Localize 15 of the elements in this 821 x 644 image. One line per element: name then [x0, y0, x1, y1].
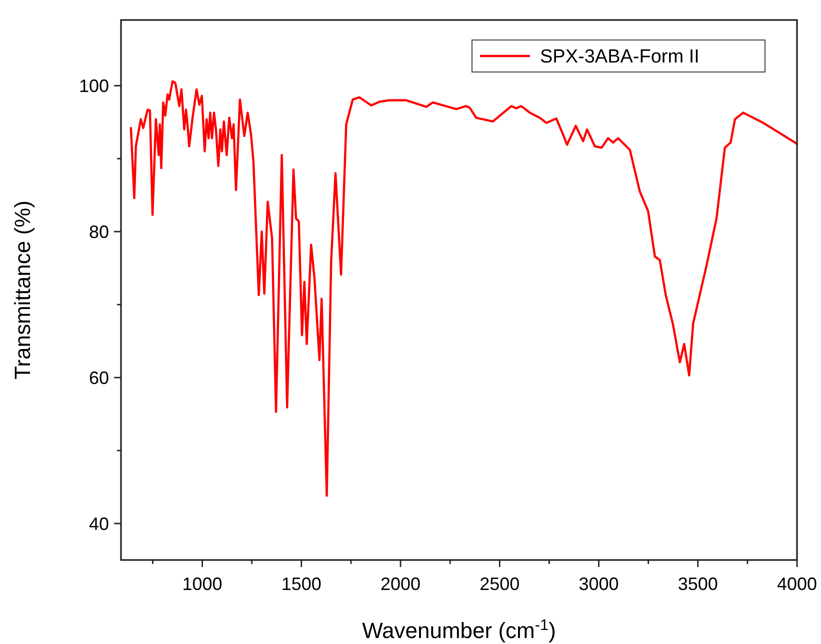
line-series: [130, 80, 798, 497]
x-tick-label: 3000: [578, 574, 619, 594]
x-tick-label: 2500: [480, 574, 520, 594]
x-tick-label: 1000: [182, 574, 222, 594]
x-tick-label: 2000: [380, 574, 421, 594]
x-tick-label: 3500: [678, 574, 718, 594]
y-tick-label: 40: [88, 514, 109, 534]
y-tick-label: 100: [78, 76, 109, 96]
y-axis-title: Transmittance (%): [10, 200, 35, 380]
x-axis-title: Wavenumber (cm$^{-1}$): [362, 616, 556, 643]
y-tick-label: 60: [88, 368, 109, 388]
x-tick-label: 4000: [776, 574, 818, 594]
y-tick-label: 80: [88, 222, 109, 242]
legend-label: SPX-3ABA-Form II: [540, 46, 700, 68]
x-tick-label: 1500: [281, 574, 322, 594]
